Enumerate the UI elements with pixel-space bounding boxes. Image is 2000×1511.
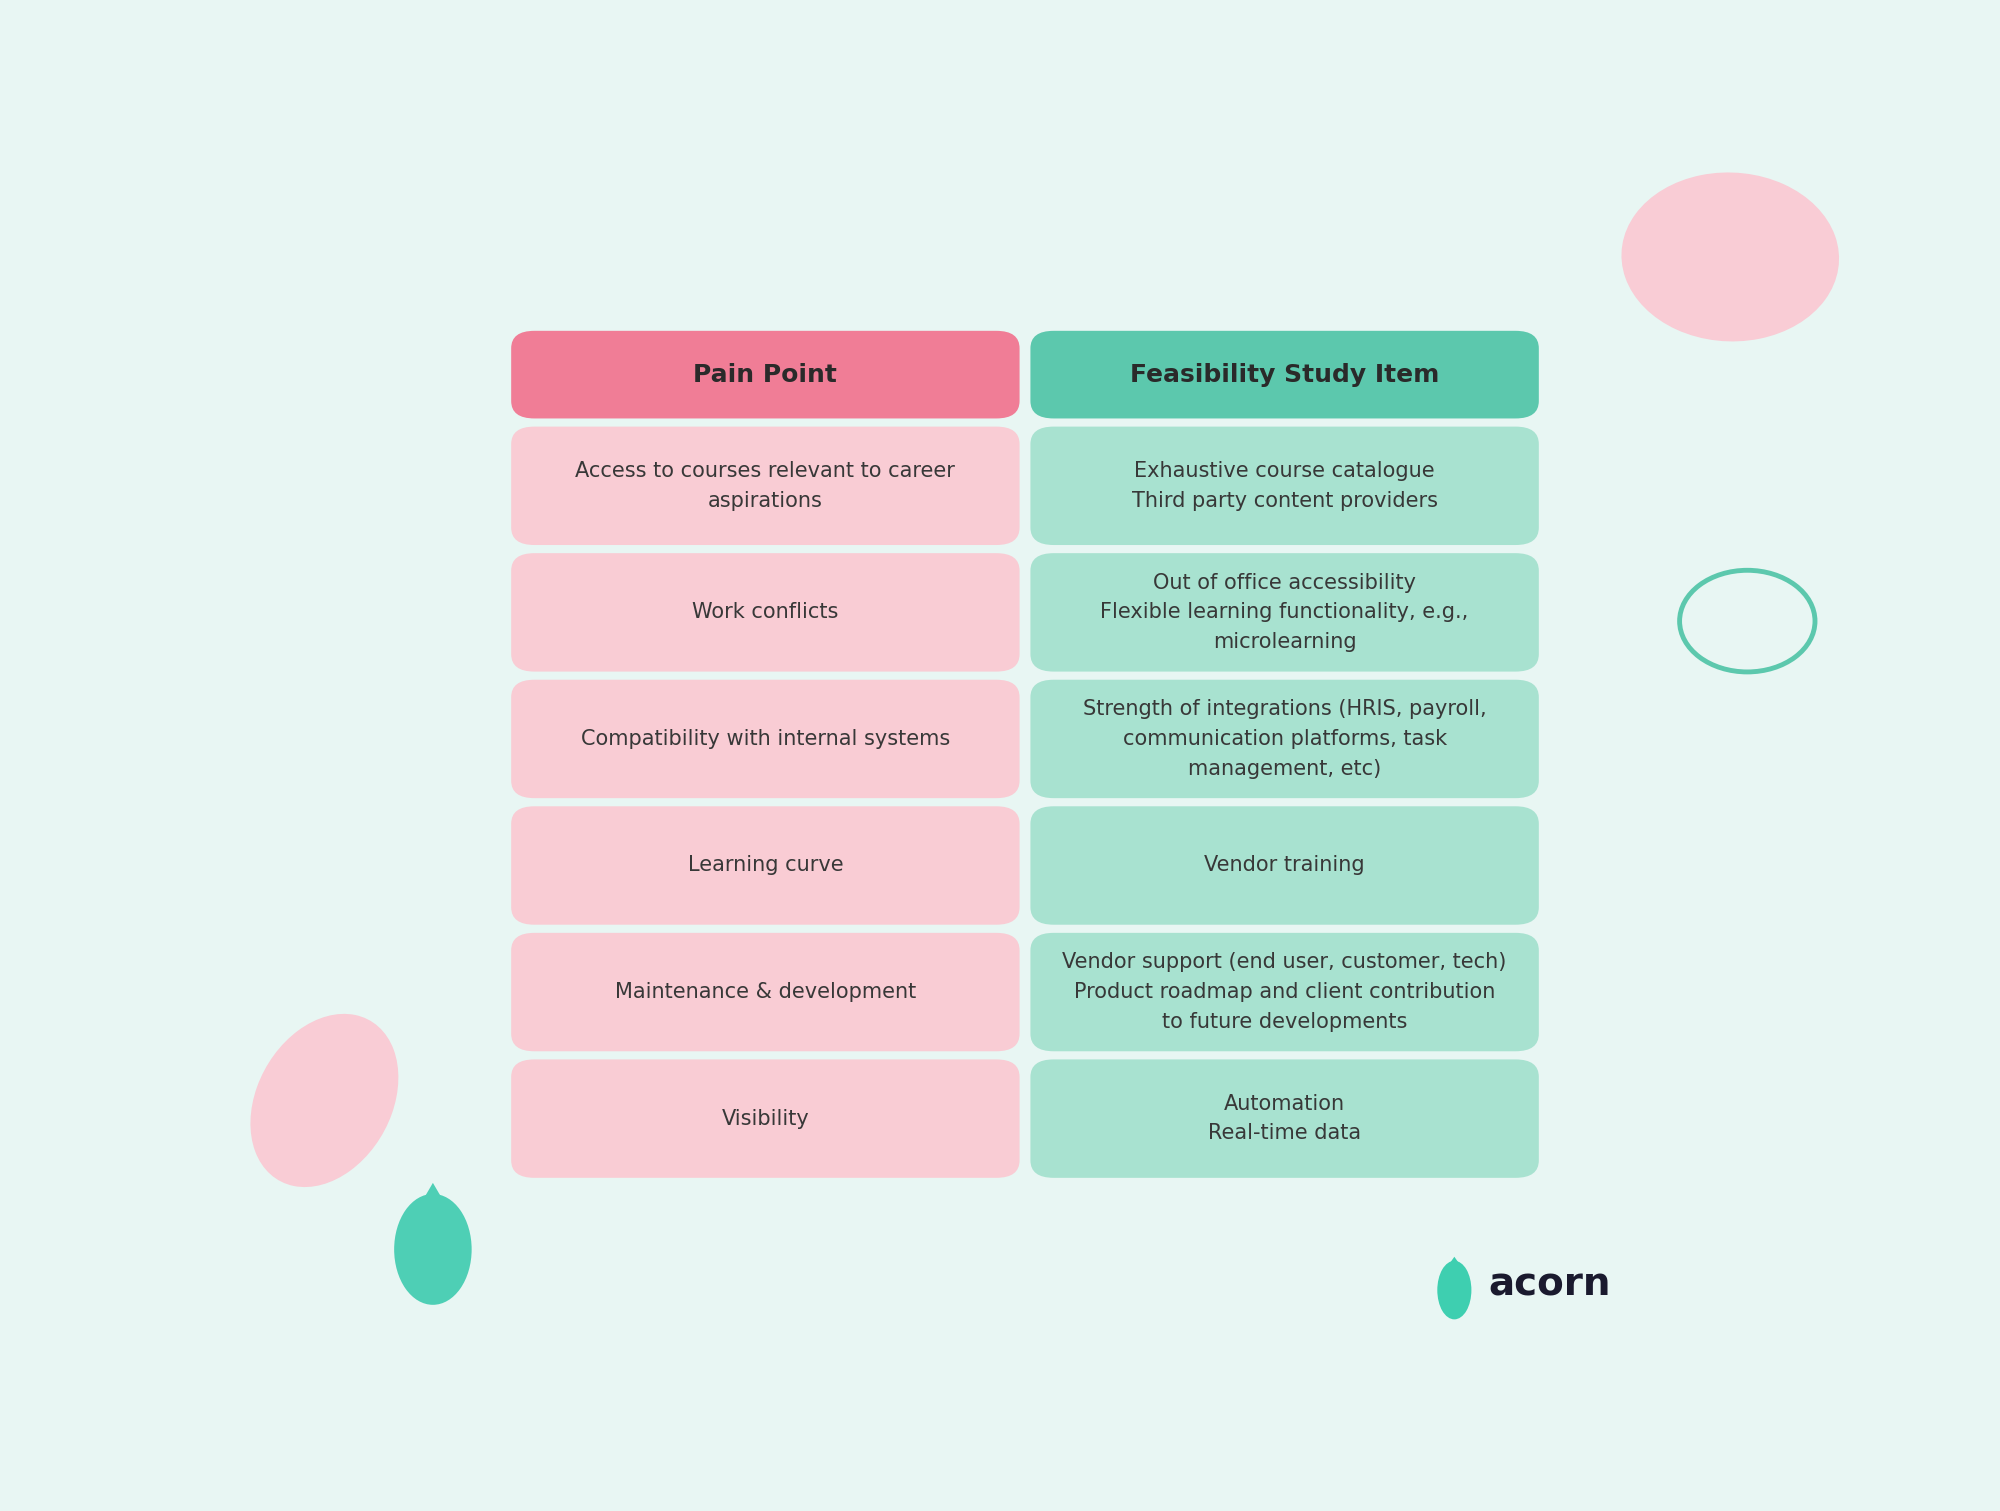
FancyBboxPatch shape xyxy=(512,553,1020,671)
Text: Compatibility with internal systems: Compatibility with internal systems xyxy=(580,728,950,749)
Text: Strength of integrations (HRIS, payroll,
communication platforms, task
managemen: Strength of integrations (HRIS, payroll,… xyxy=(1082,700,1486,778)
FancyBboxPatch shape xyxy=(512,331,1020,419)
FancyBboxPatch shape xyxy=(1030,807,1538,925)
FancyBboxPatch shape xyxy=(512,1059,1020,1179)
Text: Learning curve: Learning curve xyxy=(688,855,844,875)
FancyBboxPatch shape xyxy=(1030,680,1538,798)
Text: Feasibility Study Item: Feasibility Study Item xyxy=(1130,363,1440,387)
Text: acorn: acorn xyxy=(1488,1265,1610,1304)
FancyBboxPatch shape xyxy=(512,807,1020,925)
Text: Maintenance & development: Maintenance & development xyxy=(614,982,916,1002)
Polygon shape xyxy=(1448,1257,1460,1266)
FancyBboxPatch shape xyxy=(512,680,1020,798)
FancyBboxPatch shape xyxy=(512,932,1020,1052)
FancyBboxPatch shape xyxy=(1030,932,1538,1052)
Ellipse shape xyxy=(1622,172,1840,341)
FancyBboxPatch shape xyxy=(1030,553,1538,671)
Text: Access to courses relevant to career
aspirations: Access to courses relevant to career asp… xyxy=(576,461,956,511)
FancyBboxPatch shape xyxy=(1030,1059,1538,1179)
Ellipse shape xyxy=(250,1014,398,1188)
Text: Work conflicts: Work conflicts xyxy=(692,603,838,623)
FancyBboxPatch shape xyxy=(1030,331,1538,419)
Text: Vendor training: Vendor training xyxy=(1204,855,1364,875)
FancyBboxPatch shape xyxy=(512,426,1020,545)
Text: Vendor support (end user, customer, tech)
Product roadmap and client contributio: Vendor support (end user, customer, tech… xyxy=(1062,952,1506,1032)
Ellipse shape xyxy=(394,1194,472,1306)
Text: Out of office accessibility
Flexible learning functionality, e.g.,
microlearning: Out of office accessibility Flexible lea… xyxy=(1100,573,1468,651)
Polygon shape xyxy=(422,1183,444,1203)
Text: Exhaustive course catalogue
Third party content providers: Exhaustive course catalogue Third party … xyxy=(1132,461,1438,511)
Ellipse shape xyxy=(1438,1260,1472,1319)
Text: Pain Point: Pain Point xyxy=(694,363,838,387)
Text: Automation
Real-time data: Automation Real-time data xyxy=(1208,1094,1362,1144)
Text: Visibility: Visibility xyxy=(722,1109,810,1129)
FancyBboxPatch shape xyxy=(1030,426,1538,545)
